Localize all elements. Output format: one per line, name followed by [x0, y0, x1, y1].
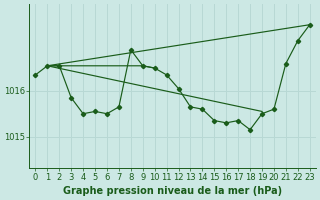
X-axis label: Graphe pression niveau de la mer (hPa): Graphe pression niveau de la mer (hPa) [63, 186, 282, 196]
